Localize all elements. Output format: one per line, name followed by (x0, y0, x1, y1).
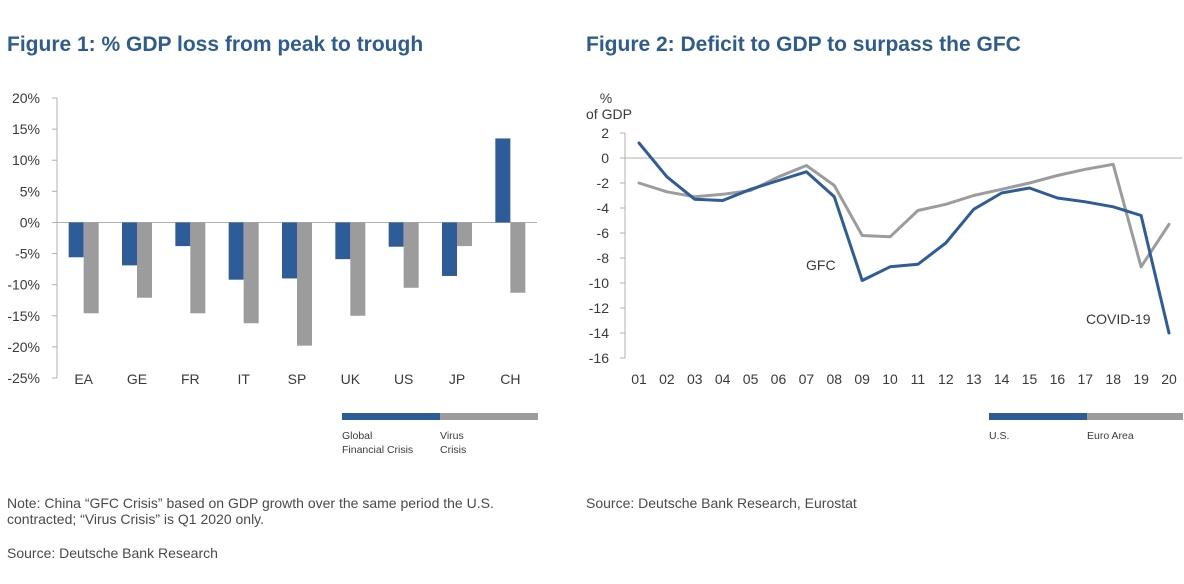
bar-virus-it (243, 222, 259, 324)
series-line-euro-area (637, 162, 1171, 269)
x-category-label: EA (74, 371, 93, 387)
x-category-label: US (394, 371, 413, 387)
bar-virus-fr (190, 222, 206, 314)
series-line-us (637, 141, 1171, 335)
x-tick-label: 04 (715, 371, 731, 387)
bar-gfc-fr (175, 222, 191, 247)
legend2-us-swatch (989, 413, 1087, 420)
annotation-covid19: COVID-19 (1086, 311, 1151, 327)
figure1-bar-chart: -25% -20% -15% -10% -5% 0% 5% 10% 15% 20% EA GE FR IT… (7, 90, 538, 420)
x-category-label: UK (341, 371, 361, 387)
y-tick-label: -20% (7, 339, 40, 355)
bar-virus-us (403, 222, 419, 288)
figure1-title: Figure 1: % GDP loss from peak to trough (7, 33, 424, 56)
bar-gfc-sp (282, 222, 297, 279)
x-tick-label: 02 (659, 371, 675, 387)
x-category-label: GE (127, 371, 147, 387)
x-tick-label: 17 (1078, 371, 1094, 387)
y-tick-label: -8 (597, 250, 610, 266)
y-tick-label: -2 (597, 175, 610, 191)
x-tick-label: 03 (687, 371, 703, 387)
figure1-note: Note: China “GFC Crisis” based on GDP gr… (7, 495, 494, 527)
y-axis-unit-label: % (600, 90, 612, 106)
bar-gfc-uk (335, 222, 351, 260)
y-tick-label: -15% (7, 308, 40, 324)
x-tick-label: 01 (631, 371, 647, 387)
bar-virus-sp (297, 222, 312, 346)
legend2-us-label: U.S. (989, 430, 1010, 442)
y-tick-label: -6 (597, 225, 610, 241)
y-tick-label: 5% (20, 183, 40, 199)
x-tick-label: 18 (1105, 371, 1121, 387)
x-tick-label: 14 (994, 371, 1010, 387)
bar-virus-ge (137, 222, 152, 298)
x-tick-label: 08 (826, 371, 842, 387)
x-category-label: IT (237, 371, 250, 387)
figure2-source: Source: Deutsche Bank Research, Eurostat (586, 495, 857, 511)
x-tick-label: 12 (938, 371, 954, 387)
bar-gfc-ge (122, 222, 137, 266)
bar-virus-ch (510, 222, 526, 293)
x-category-label: CH (500, 371, 520, 387)
y-tick-label: -10 (589, 275, 609, 291)
bar-virus-ea (83, 222, 99, 314)
x-tick-label: 15 (1022, 371, 1038, 387)
y-tick-label: 2 (601, 125, 609, 141)
bar-gfc-jp (442, 222, 457, 276)
bar-gfc-ch (495, 138, 511, 223)
x-category-label: FR (181, 371, 200, 387)
x-tick-label: 06 (771, 371, 787, 387)
legend1-gfc-swatch (342, 413, 440, 420)
legend2-euro-swatch (1087, 413, 1183, 420)
x-category-label: SP (288, 371, 307, 387)
x-tick-label: 16 (1050, 371, 1066, 387)
bar-virus-jp (457, 222, 472, 247)
bar-gfc-ea (68, 222, 84, 258)
legend1-virus-label: Virus Crisis (440, 430, 467, 456)
x-tick-label: 07 (799, 371, 815, 387)
y-tick-label: -25% (7, 370, 40, 386)
x-tick-label: 10 (882, 371, 898, 387)
bar-virus-uk (350, 222, 366, 316)
y-tick-label: 20% (12, 90, 40, 106)
y-axis-unit-label: of GDP (586, 106, 632, 122)
x-tick-label: 11 (911, 371, 926, 387)
figure1-source: Source: Deutsche Bank Research (7, 545, 218, 561)
y-tick-label: -10% (7, 277, 40, 293)
x-tick-label: 19 (1133, 371, 1149, 387)
annotation-gfc: GFC (806, 257, 836, 273)
legend1-gfc-label: Global Financial Crisis (342, 430, 414, 456)
y-tick-label: 15% (12, 121, 40, 137)
y-tick-label: -4 (597, 200, 610, 216)
x-category-label: JP (449, 371, 465, 387)
y-tick-label: 0 (601, 150, 609, 166)
bar-gfc-it (228, 222, 244, 280)
y-tick-label: -5% (15, 246, 40, 262)
x-tick-label: 05 (743, 371, 759, 387)
figure2-title: Figure 2: Deficit to GDP to surpass the … (586, 33, 1021, 56)
x-tick-label: 09 (854, 371, 870, 387)
y-tick-label: 0% (20, 214, 40, 230)
y-tick-label: 10% (12, 152, 40, 168)
legend1-virus-swatch (440, 413, 538, 420)
x-tick-label: 20 (1161, 371, 1177, 387)
y-tick-label: -16 (589, 350, 609, 366)
y-tick-label: -12 (589, 300, 609, 316)
bar-gfc-us (388, 222, 404, 247)
y-tick-label: -14 (589, 325, 609, 341)
legend2-euro-label: Euro Area (1087, 430, 1134, 442)
x-tick-label: 13 (966, 371, 982, 387)
